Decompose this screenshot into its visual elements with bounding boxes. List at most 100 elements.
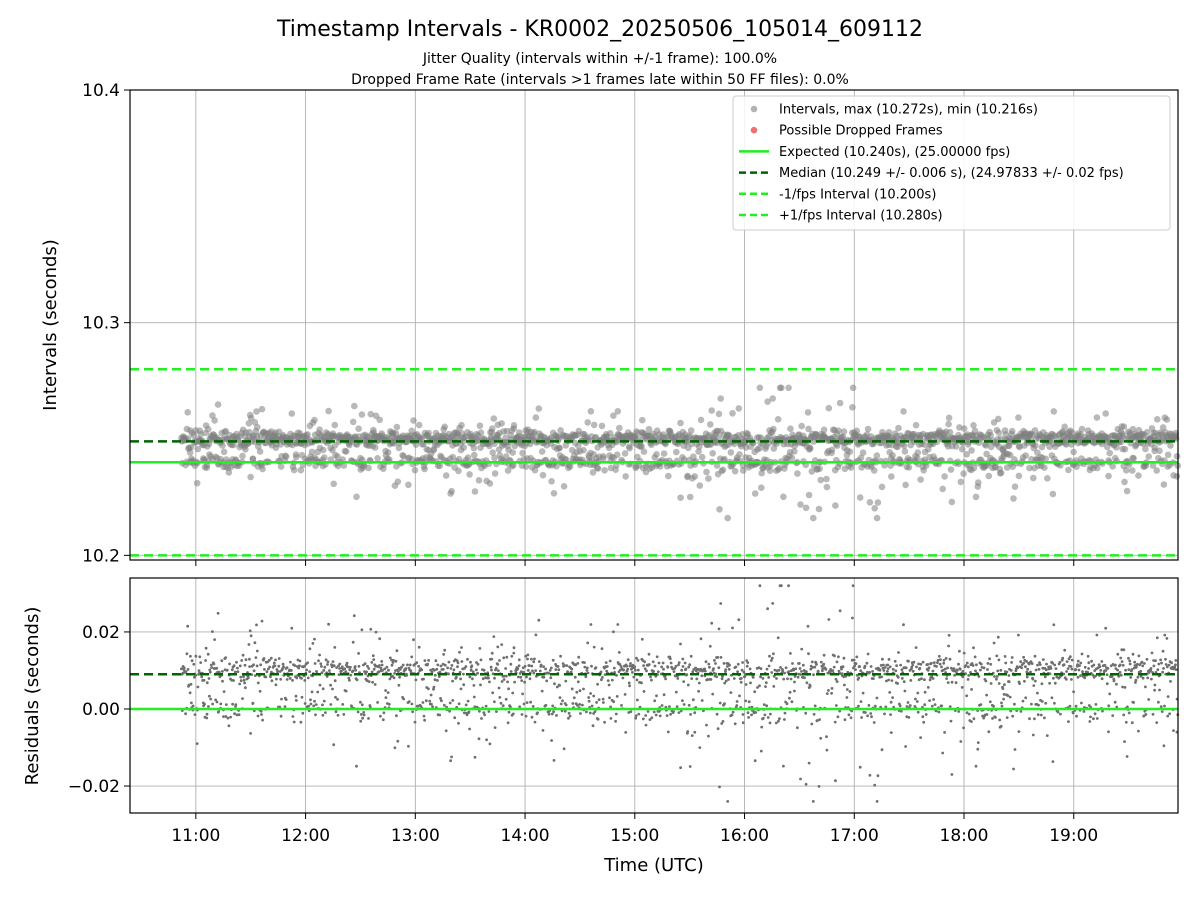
residual-point — [893, 659, 897, 663]
residual-point — [1162, 744, 1166, 748]
residual-point — [815, 663, 818, 666]
residual-point — [926, 663, 930, 666]
residual-point — [513, 680, 516, 684]
residual-point — [186, 668, 190, 671]
residual-point — [478, 647, 482, 650]
residual-point — [248, 665, 252, 668]
residual-point — [827, 618, 831, 621]
residual-point — [654, 713, 658, 717]
residual-point — [825, 748, 829, 752]
residual-point — [1125, 755, 1129, 758]
residual-point — [490, 668, 493, 672]
residual-point — [537, 618, 541, 622]
residual-point — [1095, 633, 1099, 637]
interval-point — [560, 483, 568, 490]
residual-point — [1119, 656, 1123, 660]
residual-point — [842, 656, 846, 660]
residual-point — [303, 664, 306, 668]
residual-point — [949, 719, 953, 723]
residual-point — [948, 705, 952, 708]
residual-point — [219, 702, 223, 706]
residual-point — [714, 672, 718, 676]
residual-point — [427, 659, 430, 662]
interval-point — [253, 423, 261, 431]
residual-point — [589, 623, 593, 626]
residual-point — [355, 764, 358, 768]
residual-point — [284, 698, 288, 701]
residual-point — [765, 667, 769, 671]
residual-point — [352, 614, 356, 618]
residual-point — [847, 713, 851, 717]
interval-point — [946, 428, 954, 436]
interval-point — [970, 464, 978, 472]
residual-point — [889, 700, 893, 704]
residual-point — [1002, 693, 1006, 696]
residual-point — [507, 710, 511, 714]
residual-point — [555, 714, 558, 717]
residual-point — [540, 689, 544, 693]
residual-point — [372, 667, 376, 671]
residual-point — [442, 653, 446, 656]
residual-point — [687, 665, 691, 669]
interval-point — [460, 444, 468, 451]
residual-point — [691, 670, 695, 674]
residual-point — [1074, 668, 1077, 671]
residual-point — [1070, 667, 1074, 671]
intervals-reference-lines — [130, 367, 1178, 557]
residual-point — [716, 656, 720, 659]
residual-point — [1017, 633, 1020, 637]
residual-point — [408, 663, 412, 667]
residual-point — [918, 666, 922, 670]
interval-point — [888, 473, 895, 480]
residual-point — [685, 673, 689, 676]
residual-point — [439, 664, 443, 668]
residual-point — [469, 660, 472, 664]
residual-point — [231, 702, 235, 706]
residual-point — [1149, 667, 1153, 670]
residual-point — [731, 626, 734, 630]
residual-point — [523, 664, 527, 668]
residual-point — [313, 699, 316, 703]
residual-point — [594, 666, 598, 669]
residual-point — [851, 616, 854, 620]
residual-point — [233, 712, 237, 716]
residual-point — [888, 665, 892, 669]
interval-point — [239, 452, 246, 460]
residual-point — [186, 624, 190, 628]
residual-point — [838, 709, 842, 713]
residual-point — [634, 716, 638, 720]
interval-point — [1093, 414, 1101, 421]
residual-point — [390, 663, 394, 667]
residual-point — [280, 697, 283, 701]
residual-point — [774, 721, 778, 725]
residual-point — [1128, 659, 1132, 663]
residual-point — [362, 713, 366, 717]
residual-point — [239, 679, 243, 683]
residual-point — [392, 676, 396, 680]
residual-point — [509, 670, 513, 673]
residual-point — [367, 667, 371, 670]
residual-point — [995, 675, 999, 678]
residual-point — [349, 665, 352, 669]
residual-point — [1150, 677, 1153, 681]
residual-point — [1168, 712, 1171, 716]
interval-point — [321, 454, 328, 461]
residuals-y-axis-label: Residuals (seconds) — [22, 607, 43, 786]
residual-point — [863, 664, 867, 668]
residual-point — [896, 675, 900, 679]
residual-point — [416, 704, 420, 708]
residual-point — [660, 704, 664, 707]
interval-point — [211, 417, 218, 424]
interval-point — [697, 416, 705, 424]
interval-point — [810, 514, 817, 522]
interval-point — [1006, 451, 1014, 459]
interval-point — [342, 448, 350, 455]
residual-point — [881, 657, 884, 661]
residual-point — [797, 662, 801, 665]
interval-point — [736, 451, 743, 458]
interval-point — [1030, 474, 1037, 482]
residual-point — [1013, 702, 1016, 706]
residual-point — [1160, 710, 1164, 713]
residual-point — [511, 712, 515, 716]
residual-point — [1164, 657, 1167, 661]
